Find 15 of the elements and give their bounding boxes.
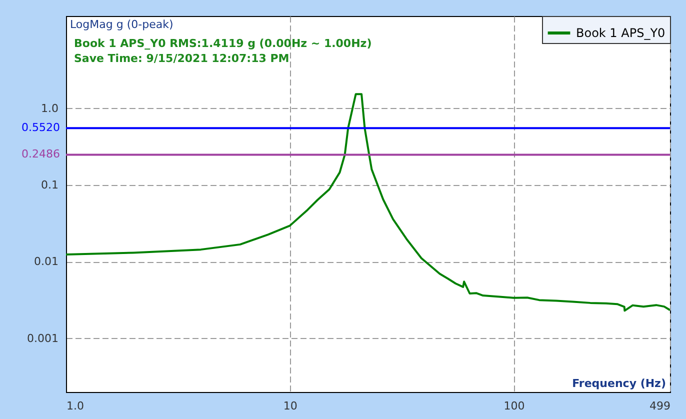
x-axis-title: Frequency (Hz) [572,377,666,390]
y-tick-label: 1.0 [41,102,58,115]
ref-line-label: 0.5520 [22,121,60,134]
x-tick-label: 499 [650,400,670,412]
y-tick-label: 0.1 [41,178,58,192]
annotation: Save Time: 9/15/2021 12:07:13 PM [74,52,290,65]
y-tick-label: 0.001 [27,332,58,345]
ref-line-label: 0.2486 [22,148,60,161]
legend-label: Book 1 APS_Y0 [576,26,666,40]
y-axis-title: LogMag g (0-peak) [70,18,174,31]
y-tick-label: 0.01 [34,255,58,268]
annotation: Book 1 APS_Y0 RMS:1.4119 g (0.00Hz ~ 1.00Hz) [74,37,372,50]
x-tick-label: 100 [504,400,525,412]
x-tick-label: 1.0 [66,400,84,412]
x-tick-label: 10 [283,400,298,412]
